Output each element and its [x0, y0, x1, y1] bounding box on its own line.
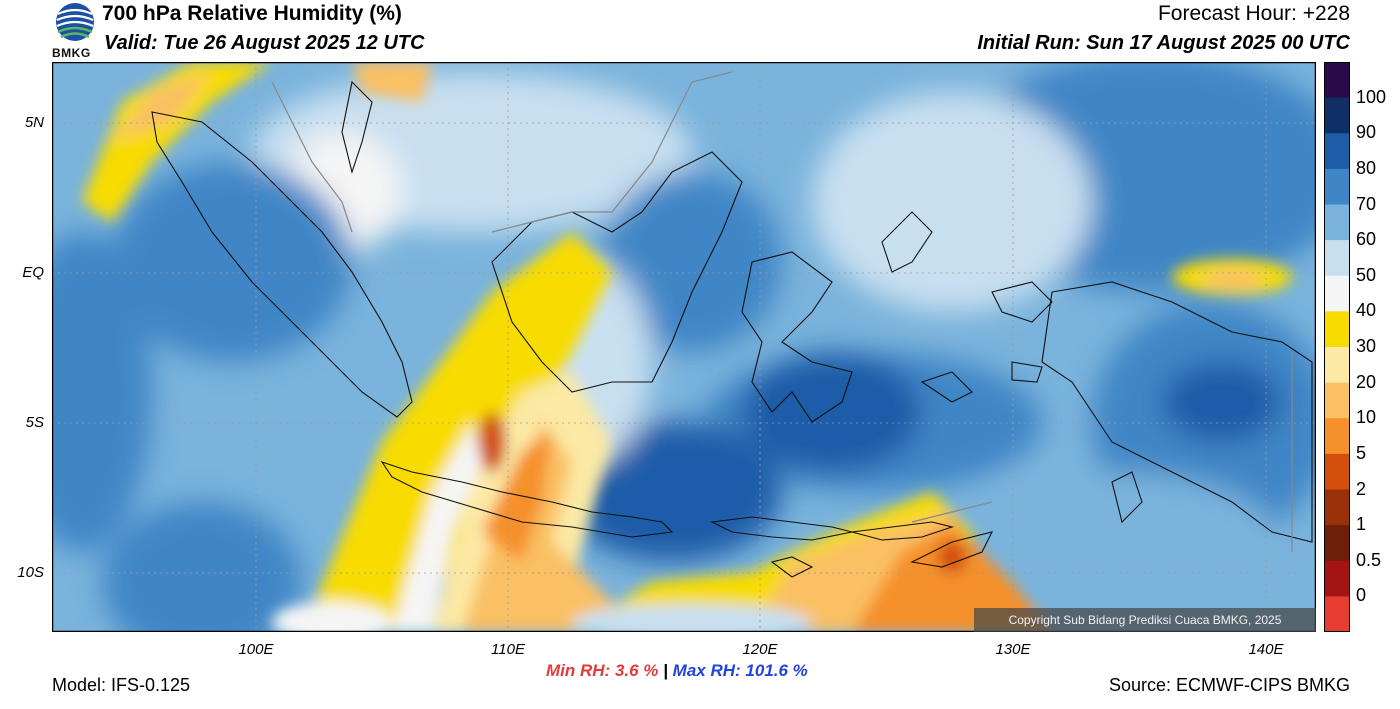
dry-band: [82, 62, 1292, 632]
colorbar-label: 30: [1356, 336, 1377, 356]
colorbar-frame: [1324, 62, 1350, 632]
rh-stats: Min RH: 3.6 % | Max RH: 101.6 %: [546, 661, 808, 681]
valid-time: Valid: Tue 26 August 2025 12 UTC: [104, 32, 425, 54]
lat-label-5n: 5N: [24, 114, 44, 131]
map-title: 700 hPa Relative Humidity (%): [102, 2, 402, 25]
colorbar-label: 0.5: [1356, 549, 1382, 570]
lat-label-5s: 5S: [25, 414, 44, 431]
max-rh-value: 101.6 %: [745, 661, 808, 680]
lat-label-10s: 10S: [17, 564, 44, 581]
model-info: Model: IFS-0.125: [52, 675, 191, 695]
colorbar-label: 50: [1356, 264, 1377, 285]
stats-separator: |: [663, 661, 668, 680]
colorbar-label: 100: [1356, 86, 1387, 107]
max-rh-label: Max RH:: [672, 661, 741, 680]
borders: [271, 71, 1293, 552]
colorbar-label: 0: [1356, 585, 1367, 606]
lon-label-100e: 100E: [238, 641, 274, 658]
colorbar-swatch: [1324, 62, 1350, 99]
colorbar-swatch: [1324, 97, 1350, 134]
lat-label-eq: EQ: [22, 264, 44, 281]
colorbar-label: 10: [1356, 407, 1377, 428]
colorbar-swatch: [1324, 347, 1350, 384]
colorbar-swatch: [1324, 596, 1350, 632]
min-rh-label: Min RH:: [546, 661, 611, 680]
colorbar-label: 90: [1356, 122, 1377, 143]
colorbar-swatch: [1324, 168, 1350, 205]
lon-label-130e: 130E: [995, 641, 1031, 658]
lon-label-140e: 140E: [1248, 641, 1284, 658]
colorbar-label: 40: [1356, 300, 1377, 321]
lon-label-120e: 120E: [742, 641, 778, 658]
humidity-map: [52, 62, 1316, 632]
colorbar-swatch: [1324, 489, 1350, 526]
colorbar-swatch: [1324, 240, 1350, 277]
colorbar-label: 1: [1356, 514, 1367, 535]
colorbar-label: 20: [1356, 371, 1377, 392]
colorbar-label: 80: [1356, 157, 1377, 178]
copyright-banner: Copyright Sub Bidang Prediksi Cuaca BMKG…: [974, 608, 1316, 632]
lon-label-110e: 110E: [491, 641, 525, 658]
colorbar-swatch: [1324, 560, 1350, 597]
source-info: Source: ECMWF-CIPS BMKG: [1108, 675, 1350, 695]
colorbar-label: 2: [1356, 478, 1367, 499]
colorbar-swatch: [1324, 453, 1350, 490]
colorbar-swatch: [1324, 525, 1350, 562]
graticule: [52, 62, 1316, 632]
colorbar-label: 70: [1356, 193, 1377, 214]
logo-text: BMKG: [52, 46, 91, 60]
initial-run: Initial Run: Sun 17 August 2025 00 UTC: [977, 32, 1350, 54]
colorbar-swatch: [1324, 133, 1350, 170]
min-rh-value: 3.6 %: [614, 661, 659, 680]
colorbar: [1324, 62, 1350, 632]
colorbar-swatch: [1324, 275, 1350, 312]
colorbar-swatch: [1324, 418, 1350, 455]
humidity-blobs: [52, 62, 1316, 632]
colorbar-label: 5: [1356, 442, 1367, 463]
coastlines: [151, 80, 1313, 578]
bmkg-logo: [56, 3, 94, 41]
colorbar-label: 60: [1356, 229, 1377, 250]
colorbar-swatch: [1324, 311, 1350, 348]
colorbar-swatch: [1324, 382, 1350, 419]
map-frame: [52, 62, 1316, 632]
colorbar-swatch: [1324, 204, 1350, 241]
forecast-hour: Forecast Hour: +228: [1157, 2, 1350, 25]
